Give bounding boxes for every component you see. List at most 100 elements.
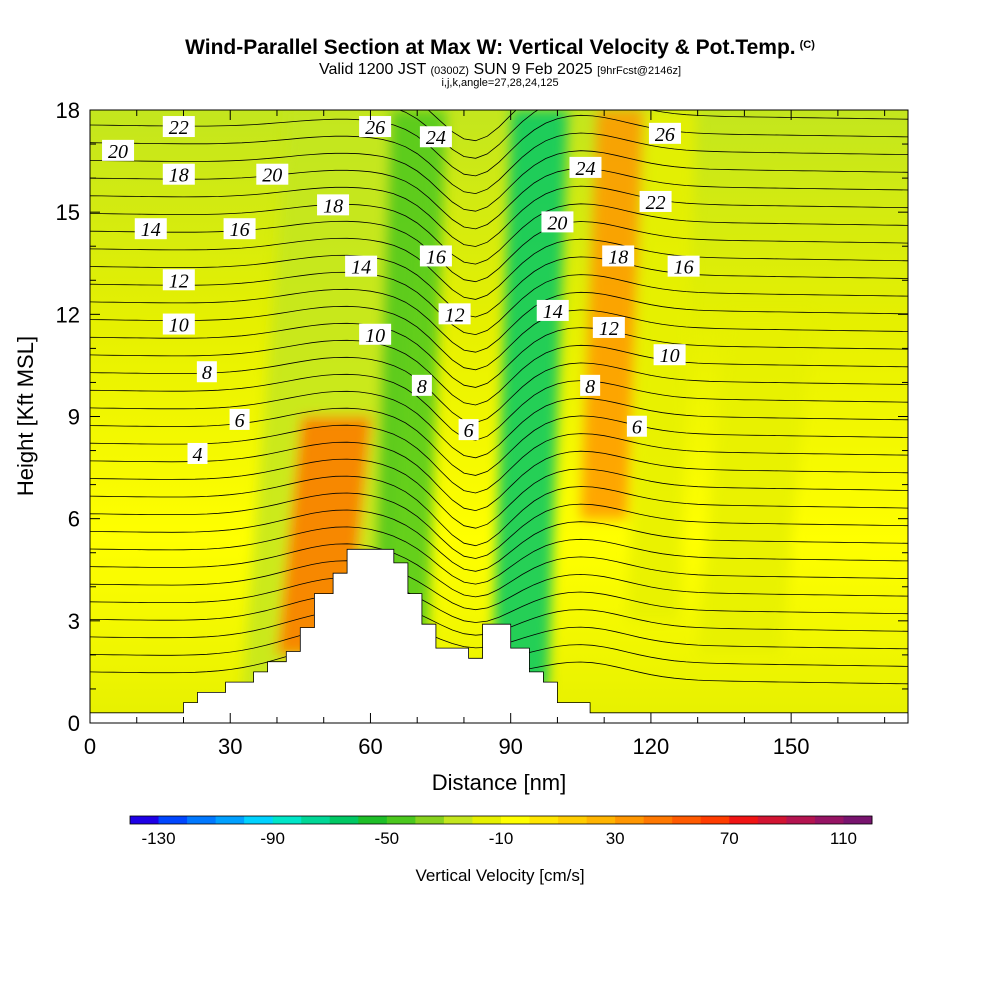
colorbar-swatch	[472, 816, 502, 824]
isentrope-line	[90, 509, 908, 572]
isentrope-label: 12	[162, 269, 195, 292]
isentrope-label: 18	[602, 245, 635, 268]
isentrope-label-box	[602, 245, 635, 267]
colorbar-tick-label: -130	[142, 829, 176, 848]
isentrope-label-box	[419, 245, 452, 267]
isentrope-label: 20	[256, 163, 289, 187]
isentrope-label: 6	[626, 415, 647, 439]
isentrope-label: 22	[639, 190, 672, 214]
isentrope-label-text: 16	[230, 219, 250, 241]
colorbar-swatch	[757, 816, 787, 824]
y-tick-label: 9	[68, 405, 80, 430]
colorbar-swatch	[215, 816, 245, 824]
isentrope-line	[90, 305, 908, 371]
velocity-band	[491, 110, 568, 689]
isentrope-line	[90, 441, 908, 512]
isentrope-label: 20	[102, 139, 135, 163]
isentrope-label-text: 8	[202, 362, 212, 384]
colorbar-swatch	[130, 816, 160, 824]
isentrope-label-text: 10	[169, 315, 189, 337]
colorbar-swatch	[843, 816, 873, 824]
colorbar-swatch	[501, 816, 531, 824]
isentrope-line	[90, 492, 908, 559]
isentrope-label-text: 26	[365, 117, 385, 139]
isentrope-label-text: 14	[351, 257, 371, 279]
isentrope-label-text: 10	[365, 325, 385, 347]
isentrope-line	[90, 185, 908, 247]
colorbar-swatch	[244, 816, 274, 824]
colorbar-frame	[129, 815, 873, 825]
isentrope-line	[90, 543, 908, 598]
x-tick-label: 150	[773, 734, 810, 759]
colorbar-swatch	[700, 816, 730, 824]
colorbar-swatch	[187, 816, 217, 824]
isentrope-label-box	[580, 374, 601, 396]
isentrope-label: 8	[580, 374, 601, 398]
isentrope-label: 22	[162, 116, 195, 139]
isentrope-label-box	[411, 374, 432, 396]
y-tick-label: 12	[56, 302, 80, 327]
isentrope-label-text: 14	[141, 219, 161, 241]
isentrope-line	[90, 132, 908, 195]
valid-time-line: Valid 1200 JST (0300Z) SUN 9 Feb 2025 [9…	[0, 61, 1000, 79]
isentrope-label-text: 16	[674, 257, 694, 279]
indices-line: i,j,k,angle=27,28,24,125	[441, 77, 559, 89]
isentrope-label-text: 12	[445, 304, 465, 326]
isentrope-label-box	[317, 194, 350, 216]
isentrope-label-text: 8	[585, 376, 595, 398]
y-axis: 0 3 6 9 12 15 18	[56, 98, 908, 736]
plot-area: 20 22 26 24 26 18 20 24 18 22 14 16 20 16 18 14 16 12 12 14…	[90, 110, 908, 723]
chart-title-text: Wind-Parallel Section at Max W: Vertical…	[185, 36, 796, 59]
isentrope-label: 12	[438, 303, 471, 326]
isentrope-label-box	[345, 255, 378, 277]
isentrope-label-box	[162, 313, 195, 335]
isentrope-label: 16	[667, 255, 700, 279]
colorbar-swatch	[586, 816, 616, 824]
isentrope-label: 26	[359, 116, 392, 139]
isentrope-label-box	[359, 323, 392, 345]
colorbar-tick-label: 110	[830, 829, 857, 848]
y-axis-label: Height [Kft MSL]	[13, 336, 38, 496]
terrain-profile	[90, 548, 908, 723]
colorbar-tick-label: -90	[260, 829, 285, 848]
isentrope-label-box	[162, 163, 195, 185]
colorbar-tick-label: 70	[720, 829, 739, 848]
isentrope-label: 10	[359, 323, 392, 347]
colorbar-swatch	[329, 816, 359, 824]
x-axis-label: Distance [nm]	[432, 770, 567, 795]
isentrope-label-text: 20	[108, 141, 128, 163]
isentrope-label: 8	[196, 361, 217, 384]
isentrope-label-text: 12	[599, 318, 619, 340]
colorbar-swatch	[558, 816, 588, 824]
isentrope-label: 4	[187, 442, 208, 466]
isentrope-label: 12	[592, 316, 625, 340]
isentrope-line	[398, 110, 908, 159]
isentrope-label: 10	[162, 313, 195, 337]
isentrope-line	[90, 458, 908, 529]
isentrope-label-text: 10	[660, 345, 680, 367]
isentrope-label-text: 24	[575, 158, 595, 180]
y-tick-label: 3	[68, 609, 80, 634]
isentrope-label-box	[223, 218, 256, 240]
isentrope-label-text: 18	[169, 165, 189, 187]
chart-title: Wind-Parallel Section at Max W: Vertical…	[0, 36, 1000, 60]
isentrope-line	[90, 167, 908, 230]
colorbar-swatch	[672, 816, 702, 824]
x-tick-label: 30	[218, 734, 242, 759]
isentrope-label: 24	[419, 126, 452, 149]
isentrope-label: 14	[134, 218, 167, 241]
isentrope-label-text: 6	[632, 417, 642, 439]
x-tick-label: 120	[633, 734, 670, 759]
colorbar-tick-label: -10	[489, 829, 514, 848]
isentrope-label-box	[187, 442, 208, 464]
isentrope-label-box	[256, 163, 289, 185]
isentrope-label-box	[359, 116, 392, 138]
isentrope-line	[90, 373, 908, 441]
isentrope-label: 18	[162, 163, 195, 187]
isentrope-label-box	[541, 211, 574, 233]
isentrope-line	[90, 271, 908, 336]
isentrope-label: 26	[648, 122, 681, 146]
isentrope-label-box	[569, 156, 602, 178]
isentrope-label-text: 22	[169, 117, 189, 139]
